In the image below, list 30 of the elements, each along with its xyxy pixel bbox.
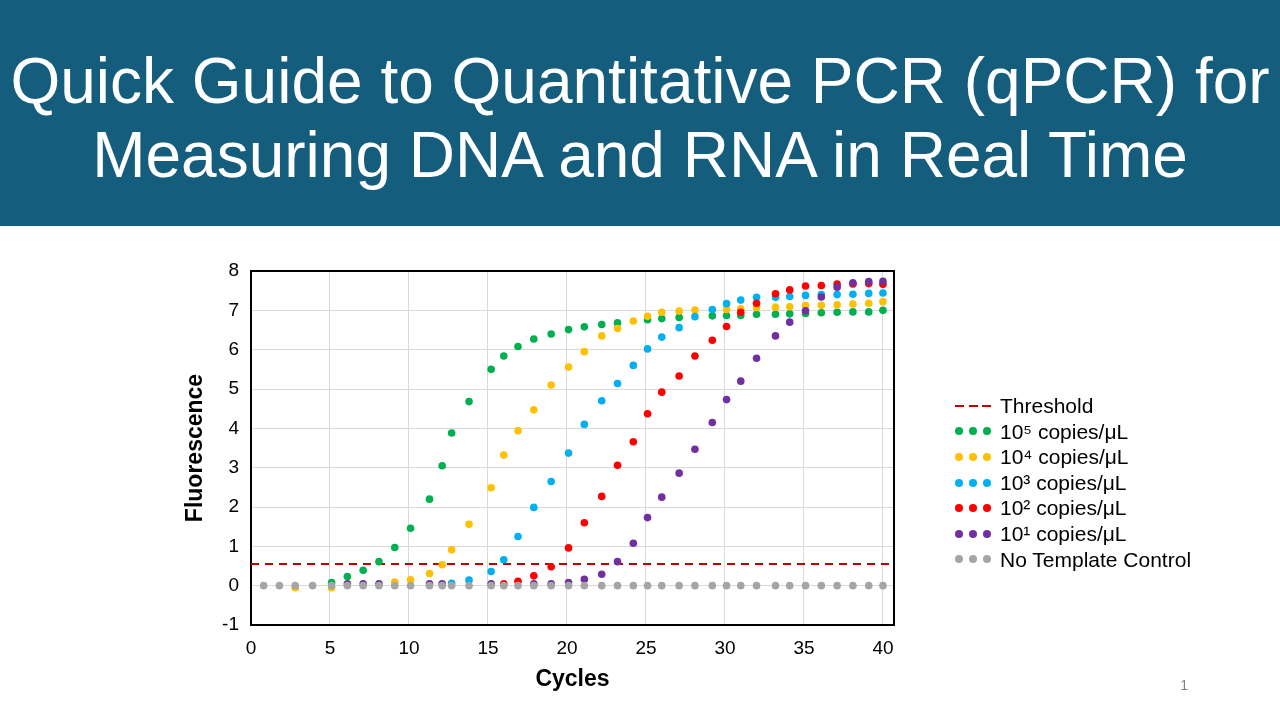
x-tick-label: 30 bbox=[714, 636, 736, 658]
legend-label: Threshold bbox=[1000, 393, 1094, 419]
x-tick-label: 20 bbox=[556, 636, 578, 658]
x-tick-label: 5 bbox=[324, 636, 336, 658]
chart-title: Quick Guide to Quantitative PCR (qPCR) for Measuring DNA and RNA in Real Time bbox=[9, 44, 1271, 192]
x-tick-label: 40 bbox=[872, 636, 894, 658]
y-tick-label: 7 bbox=[228, 298, 239, 320]
y-tick-label: 1 bbox=[228, 534, 239, 556]
legend-label: 10⁵ copies/μL bbox=[1000, 418, 1129, 445]
y-tick-label: 0 bbox=[228, 573, 239, 595]
x-tick-label: 0 bbox=[245, 636, 257, 658]
text: 1 bbox=[1180, 677, 1188, 693]
legend-label: 10¹ copies/μL bbox=[1000, 520, 1127, 547]
legend-label: No Template Control bbox=[1000, 546, 1192, 573]
legend-label: 10³ copies/μL bbox=[1000, 469, 1127, 496]
y-tick-label: 6 bbox=[228, 337, 239, 359]
legend-label: 10⁴ copies/μL bbox=[1000, 444, 1129, 470]
x-tick-label: 35 bbox=[793, 636, 815, 658]
y-tick-label: 4 bbox=[228, 416, 240, 438]
x-tick-label: 15 bbox=[477, 636, 499, 658]
x-axis-title: Cycles bbox=[535, 664, 610, 691]
legend-label: 10² copies/μL bbox=[1000, 495, 1127, 521]
y-tick-label: -1 bbox=[222, 613, 239, 635]
y-tick-label: 5 bbox=[228, 377, 239, 399]
x-tick-label: 25 bbox=[635, 636, 657, 658]
x-tick-label: 10 bbox=[398, 636, 420, 658]
y-tick-label: 8 bbox=[228, 259, 239, 281]
y-axis-title: Fluorescence bbox=[181, 373, 208, 523]
y-tick-label: 3 bbox=[228, 455, 239, 477]
y-tick-label: 2 bbox=[228, 495, 239, 517]
